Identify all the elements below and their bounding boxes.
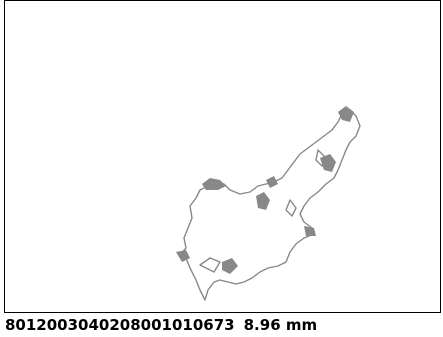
outline-image: [5, 1, 440, 312]
outline-blob: [176, 250, 190, 262]
outline-blob: [338, 106, 354, 122]
outline-blob: [266, 176, 278, 188]
caption: 8012003040208001010673 8.96 mm: [5, 316, 317, 334]
page: {"caption": {"id": "80120030402080010106…: [0, 0, 443, 337]
measurement: 8.96 mm: [244, 316, 318, 334]
outline-blob: [256, 192, 270, 210]
image-frame: [4, 0, 441, 313]
outline-blob: [320, 154, 336, 172]
image-id: 8012003040208001010673: [5, 316, 235, 334]
outline-blob: [222, 258, 238, 274]
outline-blob: [304, 226, 316, 236]
outline: [180, 110, 360, 300]
outline-blob: [202, 178, 226, 190]
outline-inlet: [200, 150, 326, 272]
